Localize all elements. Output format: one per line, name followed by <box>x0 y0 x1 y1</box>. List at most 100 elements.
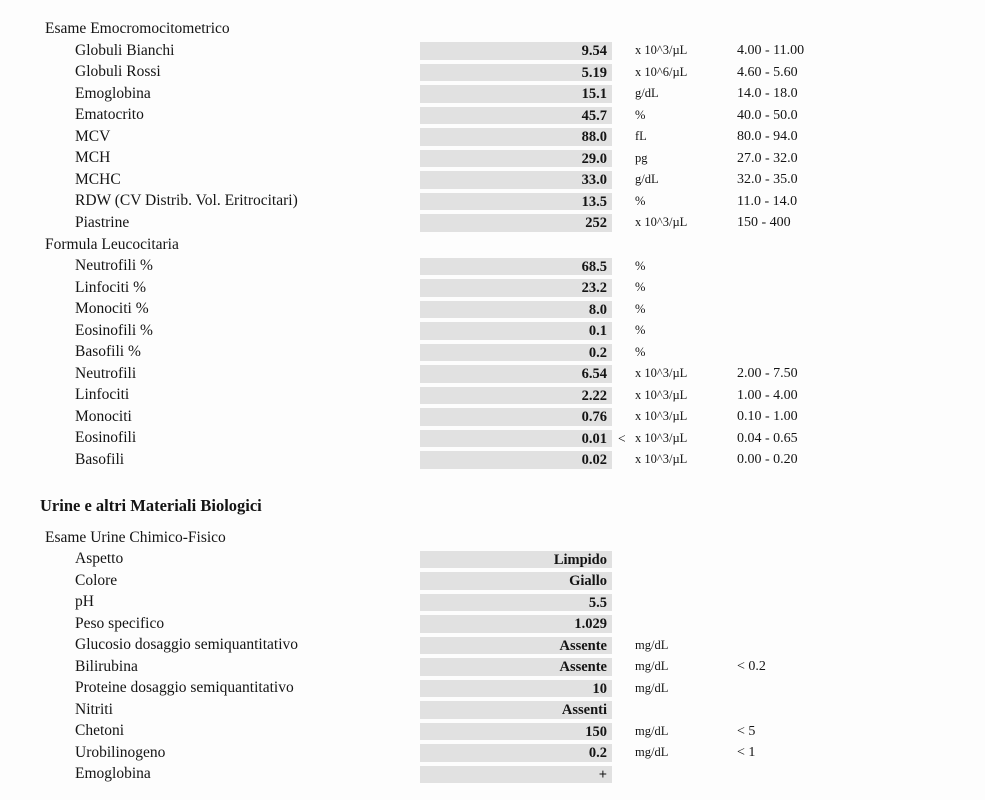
section-rows: Globuli Bianchi 9.54 x 10^3/µL 4.00 - 11… <box>0 40 985 234</box>
test-value: 2.22 <box>581 387 607 404</box>
test-result-row: Basofili % 0.2 % <box>0 342 985 364</box>
value-bar: 0.2 <box>420 343 612 361</box>
reference-range: 150 - 400 <box>737 215 791 230</box>
test-name-label: Linfociti <box>75 386 130 404</box>
reference-range: 0.10 - 1.00 <box>737 409 798 424</box>
value-bar: 13.5 <box>420 192 612 210</box>
test-value: 0.1 <box>588 323 607 339</box>
test-result-row: Piastrine 252 x 10^3/µL 150 - 400 <box>0 212 985 234</box>
test-name-label: RDW (CV Distrib. Vol. Eritrocitari) <box>75 192 298 210</box>
reference-range: 0.04 - 0.65 <box>737 430 798 446</box>
test-value: Assente <box>559 637 607 654</box>
value-bar: 2.22 <box>420 386 612 404</box>
unit-label: mg/dL <box>635 659 669 673</box>
test-name-label: Peso specifico <box>75 614 165 632</box>
value-bar: 0.76 <box>420 408 612 426</box>
unit-label: % <box>635 323 646 337</box>
value-bar: Giallo <box>420 572 612 590</box>
value-bar: 5.19 <box>420 63 612 81</box>
test-name-label: Monociti % <box>75 300 149 318</box>
test-name-label: Neutrofili <box>75 364 137 382</box>
test-result-row: Basofili 0.02 x 10^3/µL 0.00 - 0.20 <box>0 449 985 471</box>
test-name-label: Globuli Rossi <box>75 63 161 81</box>
test-name-label: Bilirubina <box>75 657 138 675</box>
reference-range: < 1 <box>737 745 756 760</box>
reference-range: 11.0 - 14.0 <box>737 193 798 209</box>
value-bar: Assente <box>420 658 612 676</box>
value-bar: 5.5 <box>420 593 612 611</box>
value-bar: 9.54 <box>420 42 612 60</box>
value-bar: 68.5 <box>420 257 612 275</box>
test-result-row: Emoglobina 15.1 g/dL 14.0 - 18.0 <box>0 83 985 105</box>
value-bar: Assenti <box>420 701 612 719</box>
test-result-row: MCV 88.0 fL 80.0 - 94.0 <box>0 126 985 148</box>
test-result-row: Aspetto Limpido <box>0 549 985 571</box>
test-value: 0.01 <box>581 430 607 447</box>
test-name-label: Ematocrito <box>75 106 144 124</box>
test-value: 150 <box>585 723 607 740</box>
test-name-label: Monociti <box>75 407 132 425</box>
section-rows: Aspetto Limpido Colore Giallo pH 5.5 Pes… <box>0 549 985 786</box>
test-name-label: pH <box>75 593 94 611</box>
test-result-row: Monociti % 8.0 % <box>0 299 985 321</box>
value-bar: 45.7 <box>420 106 612 124</box>
report-section: Esame Urine Chimico-Fisico Aspetto Limpi… <box>0 527 985 786</box>
value-bar: 10 <box>420 679 612 697</box>
test-value: 45.7 <box>581 107 607 124</box>
reference-range: 32.0 - 35.0 <box>737 172 798 187</box>
test-result-row: Linfociti % 23.2 % <box>0 277 985 299</box>
reference-range: 4.60 - 5.60 <box>737 64 798 80</box>
unit-label: x 10^3/µL <box>635 366 688 380</box>
value-bar: 23.2 <box>420 279 612 297</box>
test-result-row: pH 5.5 <box>0 592 985 614</box>
test-name-label: Basofili % <box>75 343 141 361</box>
value-bar: 88.0 <box>420 128 612 146</box>
test-name-label: MCHC <box>75 170 121 188</box>
reference-range: 0.00 - 0.20 <box>737 452 798 467</box>
unit-label: x 10^6/µL <box>635 64 688 79</box>
test-value: 33.0 <box>581 172 607 188</box>
test-value: 68.5 <box>581 258 607 275</box>
test-value: Assenti <box>561 702 607 718</box>
section-title: Esame Emocromocitometrico <box>45 20 230 37</box>
test-result-row: Glucosio dosaggio semiquantitativo Assen… <box>0 635 985 657</box>
unit-label: % <box>635 193 646 208</box>
test-name-label: Colore <box>75 571 118 589</box>
reference-range: 14.0 - 18.0 <box>737 86 798 101</box>
test-name-label: Linfociti % <box>75 278 147 296</box>
test-value: 0.2 <box>588 745 607 761</box>
test-value: Assente <box>559 659 607 675</box>
unit-label: % <box>635 301 646 316</box>
unit-label: % <box>635 280 646 294</box>
test-name-label: Chetoni <box>75 722 125 740</box>
reference-range: 2.00 - 7.50 <box>737 366 798 381</box>
test-name-label: Globuli Bianchi <box>75 41 175 59</box>
value-bar: 0.01 <box>420 429 612 447</box>
test-name-label: Aspetto <box>75 550 124 568</box>
unit-label: x 10^3/µL <box>635 452 688 466</box>
report-heading: Urine e altri Materiali Biologici <box>40 495 262 515</box>
test-value: 5.19 <box>581 64 607 81</box>
test-value: 23.2 <box>581 280 607 296</box>
test-value: Giallo <box>569 573 607 589</box>
test-value: 88.0 <box>581 129 607 145</box>
test-result-row: Ematocrito 45.7 % 40.0 - 50.0 <box>0 105 985 127</box>
test-result-row: Peso specifico 1.029 <box>0 613 985 635</box>
test-result-row: Chetoni 150 mg/dL < 5 <box>0 721 985 743</box>
value-bar: Limpido <box>420 550 612 568</box>
value-bar: 29.0 <box>420 149 612 167</box>
test-value: + <box>598 766 607 783</box>
test-value: 10 <box>592 680 608 697</box>
test-value: 9.54 <box>581 43 607 59</box>
test-name-label: Nitriti <box>75 700 113 718</box>
reference-range: 40.0 - 50.0 <box>737 107 798 123</box>
test-result-row: Emoglobina + <box>0 764 985 786</box>
value-bar: 1.029 <box>420 615 612 633</box>
test-name-label: Emoglobina <box>75 84 151 102</box>
section-title: Formula Leucocitaria <box>45 235 179 253</box>
test-name-label: Piastrine <box>75 213 130 231</box>
test-value: 1.029 <box>574 616 607 632</box>
test-value: 6.54 <box>581 366 607 382</box>
test-result-row: Nitriti Assenti <box>0 699 985 721</box>
